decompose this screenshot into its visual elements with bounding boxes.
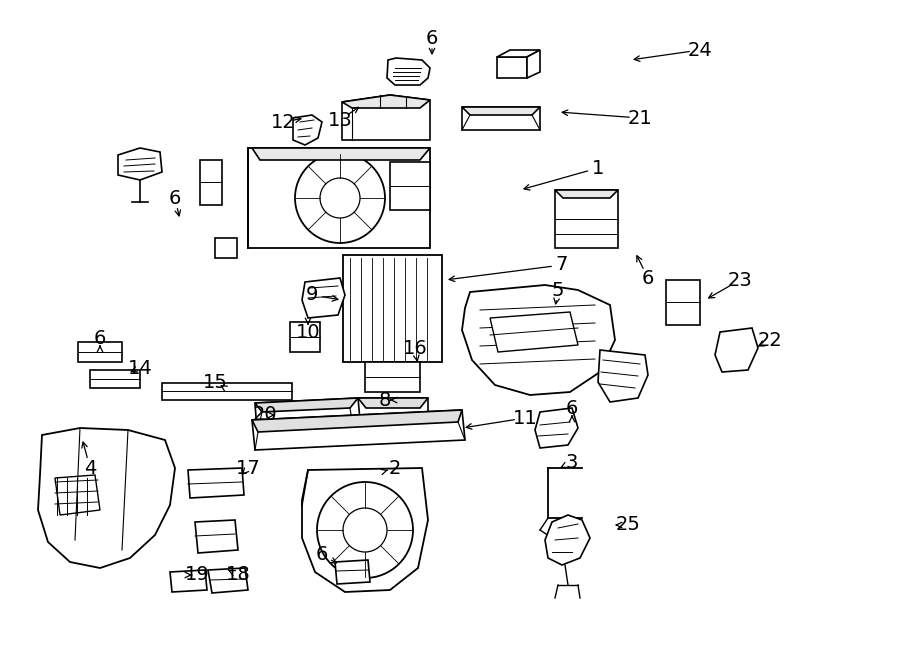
Polygon shape	[208, 568, 248, 593]
Text: 13: 13	[328, 110, 353, 130]
Polygon shape	[252, 410, 465, 450]
Polygon shape	[290, 322, 320, 352]
Polygon shape	[302, 468, 428, 592]
Polygon shape	[293, 115, 322, 145]
Polygon shape	[555, 190, 618, 248]
Text: 20: 20	[253, 405, 277, 424]
Text: 6: 6	[566, 399, 578, 418]
Text: 6: 6	[642, 268, 654, 288]
Polygon shape	[248, 148, 430, 248]
Text: 18: 18	[226, 566, 250, 584]
Polygon shape	[252, 148, 430, 160]
Polygon shape	[715, 328, 758, 372]
Polygon shape	[555, 190, 618, 198]
Text: 10: 10	[296, 323, 320, 342]
Polygon shape	[527, 50, 540, 78]
Polygon shape	[462, 107, 540, 130]
Polygon shape	[462, 285, 615, 395]
Text: 6: 6	[169, 188, 181, 208]
Circle shape	[295, 153, 385, 243]
Polygon shape	[535, 408, 578, 448]
Polygon shape	[358, 398, 428, 438]
Text: 25: 25	[616, 516, 641, 535]
Polygon shape	[118, 148, 162, 180]
Polygon shape	[490, 312, 578, 352]
Polygon shape	[365, 362, 420, 392]
Polygon shape	[200, 160, 222, 205]
Text: 14: 14	[128, 358, 152, 377]
Text: 6: 6	[316, 545, 328, 564]
Polygon shape	[90, 370, 140, 388]
Polygon shape	[387, 58, 430, 85]
Text: 16: 16	[402, 338, 428, 358]
Polygon shape	[545, 515, 590, 565]
Text: 23: 23	[727, 270, 752, 290]
Polygon shape	[342, 95, 430, 108]
Text: 6: 6	[94, 329, 106, 348]
Polygon shape	[497, 50, 540, 57]
Polygon shape	[335, 560, 370, 584]
Polygon shape	[343, 255, 442, 362]
Text: 21: 21	[627, 108, 652, 128]
Text: 12: 12	[271, 112, 295, 132]
Text: 24: 24	[688, 40, 713, 59]
Text: 11: 11	[513, 408, 537, 428]
Polygon shape	[38, 428, 175, 568]
Polygon shape	[598, 350, 648, 402]
Text: 19: 19	[184, 566, 210, 584]
Text: 8: 8	[379, 391, 392, 410]
Polygon shape	[342, 95, 430, 140]
Circle shape	[317, 482, 413, 578]
Text: 15: 15	[202, 373, 228, 391]
Polygon shape	[255, 398, 358, 412]
Polygon shape	[462, 107, 540, 115]
Polygon shape	[188, 468, 244, 498]
Text: 7: 7	[556, 256, 568, 274]
Text: 1: 1	[592, 159, 604, 178]
Polygon shape	[255, 398, 360, 445]
Text: 9: 9	[306, 286, 319, 305]
Polygon shape	[55, 475, 100, 515]
Polygon shape	[78, 342, 122, 362]
Text: 4: 4	[84, 459, 96, 477]
Text: 5: 5	[552, 280, 564, 299]
Circle shape	[343, 508, 387, 552]
Polygon shape	[162, 383, 292, 400]
Polygon shape	[302, 278, 345, 318]
Polygon shape	[390, 162, 430, 210]
Polygon shape	[170, 570, 207, 592]
Text: 2: 2	[389, 459, 401, 477]
Polygon shape	[195, 520, 238, 553]
Text: 22: 22	[758, 330, 782, 350]
Text: 6: 6	[426, 28, 438, 48]
Text: 17: 17	[236, 459, 260, 477]
Circle shape	[320, 178, 360, 218]
Polygon shape	[497, 57, 527, 78]
Polygon shape	[358, 398, 428, 408]
Polygon shape	[252, 410, 462, 432]
Polygon shape	[666, 280, 700, 325]
Polygon shape	[215, 238, 237, 258]
Text: 3: 3	[566, 453, 578, 471]
